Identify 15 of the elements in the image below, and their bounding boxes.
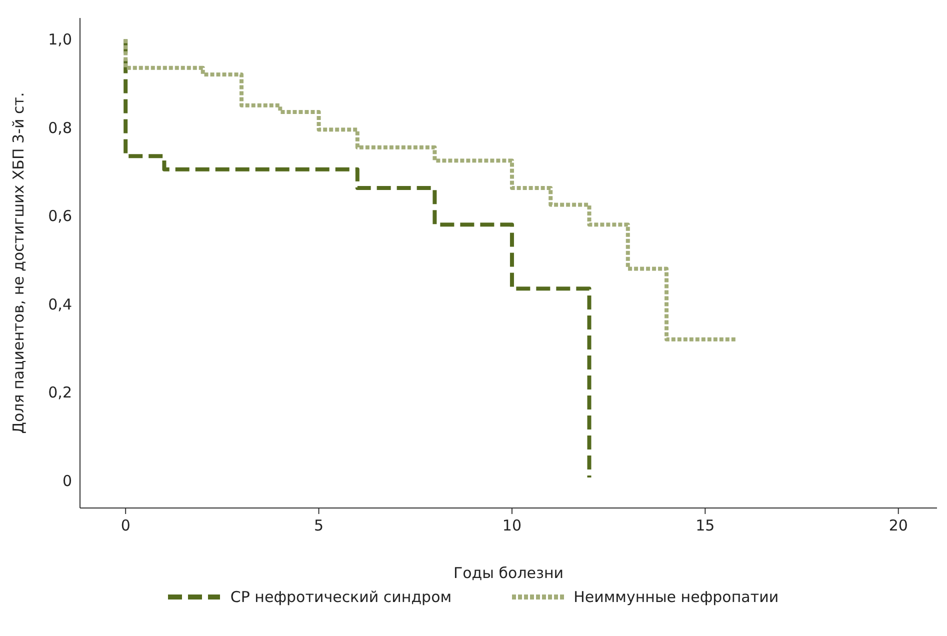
y-tick-label: 1,0 [48,30,72,49]
legend-label: Неиммунные нефропатии [574,588,779,606]
y-tick-label: 0,6 [48,207,72,226]
y-axis-title: Доля пациентов, не достигших ХБП 3-й ст. [9,92,28,434]
legend-label: СР нефротический синдром [230,588,452,606]
x-tick-label: 0 [120,516,130,535]
x-tick-label: 10 [502,516,522,535]
x-axis-title: Годы болезни [453,564,564,582]
y-tick-label: 0,2 [48,384,72,402]
y-tick-label: 0 [62,472,72,490]
x-tick-label: 20 [888,516,908,535]
y-tick-label: 0,8 [48,118,72,137]
x-tick-label: 15 [696,516,715,535]
y-tick-label: 0,4 [48,295,72,314]
x-tick-label: 5 [314,516,324,535]
